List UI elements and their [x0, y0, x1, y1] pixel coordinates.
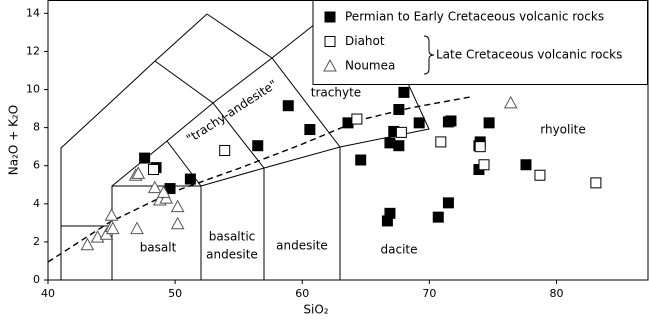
legend-box [312, 0, 648, 85]
alkaline-divider [47, 96, 471, 263]
legend-marker [324, 36, 336, 47]
point [148, 164, 160, 176]
point [432, 211, 444, 223]
point [393, 104, 405, 116]
point [184, 173, 196, 185]
x-tick-label: 80 [549, 287, 563, 300]
legend-label: Noumea [345, 59, 395, 73]
point [503, 95, 518, 109]
y-tick-label: 8 [33, 121, 40, 134]
point [252, 140, 264, 152]
y-tick-label: 12 [26, 44, 40, 57]
point [170, 199, 185, 213]
point [130, 221, 144, 235]
point [282, 100, 294, 112]
y-tick-label: 6 [33, 159, 40, 172]
point [170, 216, 185, 230]
point [395, 126, 407, 138]
y-tick-label: 10 [26, 83, 40, 96]
y-tick-label: 14 [26, 6, 40, 19]
point [393, 140, 405, 152]
legend-brace [423, 35, 435, 75]
field-label: "trachy-andesite" [184, 77, 280, 146]
field-label: trachyte [311, 86, 361, 100]
field-boundary [206, 13, 341, 148]
legend-marker [323, 58, 337, 72]
point [351, 113, 363, 125]
point [398, 86, 410, 98]
field-boundary [154, 60, 265, 169]
legend-label: Permian to Early Cretaceous volcanic roc… [345, 10, 604, 24]
point [355, 154, 367, 166]
y-tick-label: 4 [33, 197, 40, 210]
x-axis-label: SiO₂ [303, 303, 328, 317]
x-tick-label: 50 [168, 287, 182, 300]
point [534, 169, 546, 181]
point [520, 159, 532, 171]
legend-marker [324, 11, 336, 23]
point [304, 124, 316, 136]
point [139, 152, 151, 164]
point [156, 185, 171, 198]
y-axis-label: Na₂O + K₂O [7, 105, 21, 175]
x-tick-label: 60 [295, 287, 309, 300]
field-boundary [200, 167, 265, 280]
field-label: basalt [140, 241, 177, 255]
point [219, 144, 231, 156]
field-boundary [166, 140, 202, 187]
point [478, 159, 490, 171]
point [105, 221, 120, 235]
x-tick-label: 70 [422, 287, 436, 300]
legend-label: Diahot [345, 34, 385, 48]
point [445, 115, 457, 127]
legend-group-label: Late Cretaceous volcanic rocks [436, 48, 622, 62]
point [381, 215, 393, 227]
y-tick-label: 0 [33, 273, 40, 286]
point [147, 180, 162, 194]
point [435, 136, 447, 148]
point [131, 166, 146, 179]
legend: Late Cretaceous volcanic rocks Permian t… [312, 0, 648, 85]
annotations: basalt basaltic andesite andesite dacite… [140, 77, 586, 261]
point [104, 208, 119, 221]
field-label: rhyolite [540, 123, 586, 137]
point [442, 197, 454, 209]
field-label: basaltic [209, 230, 256, 244]
point [483, 117, 495, 129]
point [590, 177, 602, 189]
field-boundary [60, 13, 208, 280]
x-tick-label: 40 [41, 287, 55, 300]
point [80, 237, 95, 251]
point [474, 141, 486, 153]
field-boundary [263, 146, 341, 280]
field-label: andesite [276, 239, 328, 253]
field-label: dacite [381, 243, 418, 257]
y-tick-label: 2 [33, 235, 40, 248]
point [413, 117, 425, 129]
field-label: andesite [206, 248, 258, 262]
